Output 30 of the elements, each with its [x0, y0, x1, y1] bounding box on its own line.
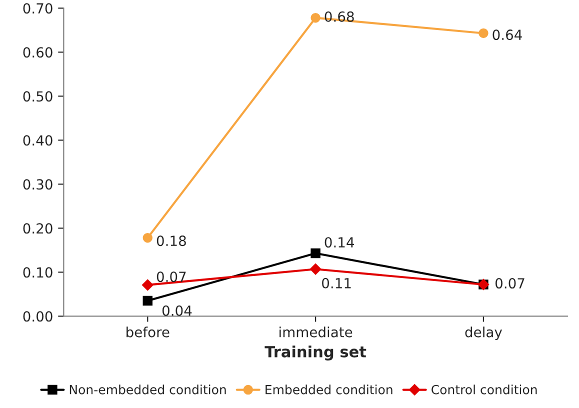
y-tick-label: 0.70: [23, 3, 52, 14]
data-label: 0.07: [495, 278, 524, 289]
y-tick-label: 0.40: [23, 135, 52, 146]
data-label: 0.04: [162, 305, 192, 316]
x-tick-label: before: [126, 326, 170, 338]
y-tick-label: 0.30: [23, 179, 52, 190]
data-label: 0.64: [492, 30, 522, 40]
data-label: 0.68: [324, 11, 354, 22]
y-tick-label: 0.20: [23, 223, 52, 234]
data-label: 0.11: [322, 278, 351, 288]
y-tick-label: 0.10: [23, 267, 52, 278]
point: [142, 279, 154, 291]
point: [310, 264, 322, 275]
y-tick-label: 0.00: [23, 311, 52, 322]
point: [142, 296, 153, 306]
point: [478, 28, 488, 38]
y-tick-label: 0.50: [23, 91, 52, 102]
x-tick-label: delay: [465, 326, 502, 340]
data-label: 0.07: [156, 272, 186, 282]
x-axis-title: Training set: [264, 346, 366, 361]
legend-label: Embedded condition: [266, 384, 392, 394]
legend-label: Control condition: [432, 384, 537, 394]
x-tick-label: immediate: [280, 326, 352, 338]
legend-label: Non-embedded condition: [70, 384, 226, 394]
point: [310, 12, 320, 23]
y-tick-label: 0.60: [23, 47, 52, 58]
data-label: 0.18: [156, 236, 186, 246]
point: [142, 233, 153, 243]
point: [310, 248, 320, 258]
data-label: 0.14: [324, 237, 354, 248]
